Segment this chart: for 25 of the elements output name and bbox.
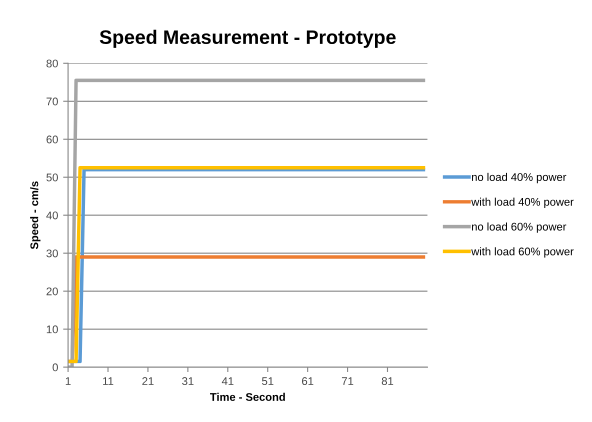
x-tick-label: 41 [222, 377, 234, 385]
x-axis-title: Time - Second [210, 392, 285, 401]
y-tick-label: 10 [46, 325, 58, 334]
y-tick-label: 20 [46, 287, 58, 296]
legend-label: no load 40% power [472, 172, 566, 184]
y-tick-label: 80 [46, 60, 58, 68]
legend-label: no load 60% power [472, 222, 566, 233]
x-tick-label: 21 [142, 377, 154, 385]
x-tick-label: 1 [66, 377, 71, 385]
legend-label: with load 40% power [471, 198, 574, 208]
x-tick-label: 11 [103, 377, 114, 385]
y-tick-label: 0 [52, 363, 58, 372]
y-tick-label: 30 [46, 249, 58, 258]
x-tick-label: 81 [382, 377, 394, 386]
y-tick-label: 70 [46, 98, 58, 106]
y-axis-title: Speed - cm/s [30, 181, 40, 250]
x-tick-label: 51 [262, 377, 274, 386]
x-tick-label: 71 [342, 377, 354, 385]
x-tick-label: 31 [182, 377, 194, 386]
y-tick-label: 40 [46, 211, 58, 220]
x-tick-label: 61 [302, 377, 314, 386]
chart-title: Speed Measurement - Prototype [100, 30, 396, 48]
y-tick-label: 60 [46, 136, 58, 144]
legend-label: with load 60% power [471, 247, 574, 258]
y-tick-label: 50 [46, 174, 58, 182]
